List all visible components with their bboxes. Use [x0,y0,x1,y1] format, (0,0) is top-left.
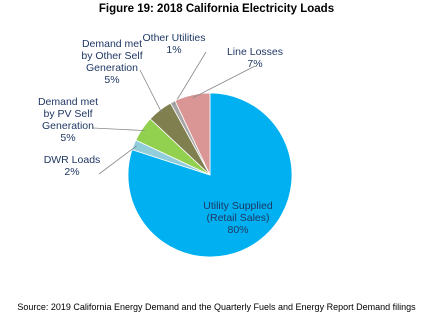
label-name: Utility Supplied (Retail Sales) [203,200,273,224]
leader-line [92,127,145,131]
label-name: Line Losses [226,46,284,58]
data-label: Utility Supplied (Retail Sales) 80% [198,200,278,236]
data-label: Other Utilities 1% [134,32,214,56]
label-value: 5% [60,132,76,144]
label-name: Demand met by Other Self Generation [81,38,143,74]
leader-line [173,51,207,105]
label-name: Demand met by PV Self Generation [37,96,99,132]
data-label: Line Losses 7% [220,46,290,70]
leader-line [98,145,137,175]
label-value: 1% [166,44,182,56]
label-value: 7% [247,58,263,70]
leader-line [139,69,162,113]
label-value: 5% [104,74,120,86]
label-value: 2% [64,166,80,178]
data-label: DWR Loads 2% [37,154,107,178]
label-value: 80% [227,224,249,236]
chart-title: Figure 19: 2018 California Electricity L… [98,3,335,15]
data-label: Demand met by PV Self Generation 5% [35,96,101,144]
pie-slice [174,92,211,176]
label-name: Other Utilities [142,32,206,44]
source-note: Source: 2019 California Energy Demand an… [17,302,416,312]
leader-line [192,65,256,99]
data-label: Demand met by Other Self Generation 5% [76,38,148,86]
label-name: DWR Loads [43,154,101,166]
